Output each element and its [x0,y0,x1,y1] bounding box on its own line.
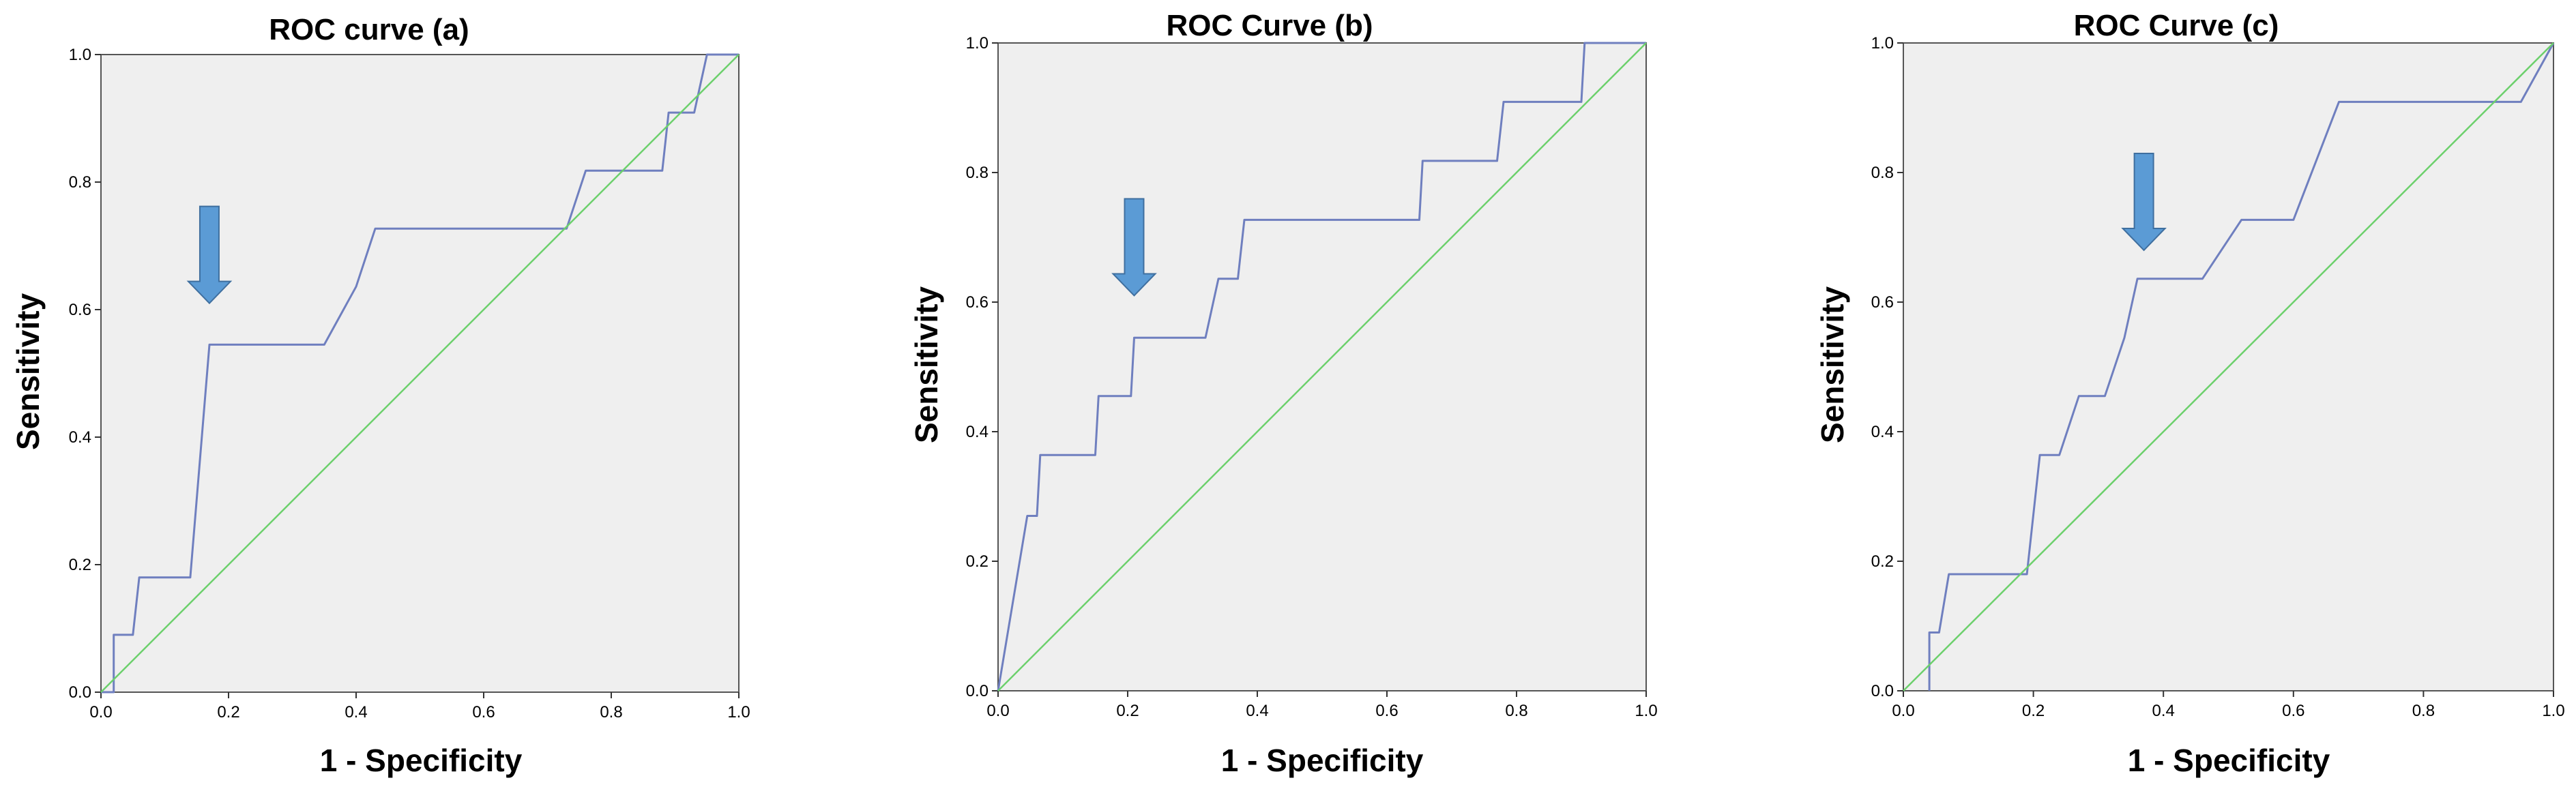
plot-area-c: 0.0 0.2 0.4 0.6 0.8 1.0 0.0 0.2 0.4 0.6 0.8 1.0 [1871,34,2565,720]
y-tick-label: 0.6 [1871,293,1894,312]
x-tick-label: 0.4 [2152,702,2175,720]
plot-area-a: 0.0 0.2 0.4 0.6 0.8 1.0 0.0 0.2 0.4 0.6 0.8 1.0 [69,46,750,721]
y-axis-label-b: Sensitivity [909,286,944,444]
y-tick-label: 0.8 [966,164,989,182]
x-tick-label: 0.2 [217,703,239,721]
reference-line [100,54,740,693]
y-axis-label-c: Sensitivity [1815,286,1850,444]
chart-title-b: ROC Curve (b) [1166,9,1373,42]
y-axis-label-a: Sensitivity [10,293,46,451]
y-tick-label: 0.4 [966,423,989,441]
roc-curve-line [1928,42,2555,691]
y-tick-label: 0.8 [69,173,91,192]
x-tick-label: 0.0 [986,702,1009,720]
annotation-arrow [186,205,233,305]
x-tick-label: 1.0 [2542,702,2564,720]
chart-panel-a: ROC curve (a) 1 - Specificity Sensitivit… [10,13,750,778]
x-tick-label: 1.0 [727,703,750,721]
annotation-arrow [2121,153,2167,252]
x-tick-label: 0.0 [1892,702,1914,720]
y-tick-label: 0.2 [966,552,989,571]
chart-panel-b: ROC Curve (b) 1 - Specificity Sensitivit… [909,9,1658,778]
x-tick-label: 0.8 [600,703,622,721]
x-tick-label: 0.4 [1246,702,1268,720]
chart-panel-c: ROC Curve (c) 1 - Specificity Sensitivit… [1815,9,2565,778]
y-tick-label: 0.8 [1871,164,1894,182]
y-tick-label: 1.0 [1871,34,1894,53]
y-tick-label: 0.0 [69,683,91,702]
chart-title-a: ROC curve (a) [269,13,469,46]
y-tick-label: 0.2 [69,556,91,574]
x-tick-label: 0.2 [1116,702,1139,720]
x-axis-label-b: 1 - Specificity [1221,743,1424,778]
roc-curve-line [997,42,1646,691]
x-tick-label: 0.2 [2022,702,2045,720]
x-tick-label: 0.6 [2282,702,2304,720]
x-tick-label: 0.4 [345,703,367,721]
x-tick-label: 0.6 [472,703,495,721]
x-axis-label-a: 1 - Specificity [320,743,523,778]
y-tick-label: 0.0 [966,682,989,700]
y-tick-label: 1.0 [69,46,91,64]
y-tick-label: 0.0 [1871,682,1894,700]
x-tick-label: 0.0 [89,703,112,721]
reference-line [1903,42,2554,691]
plot-area-b: 0.0 0.2 0.4 0.6 0.8 1.0 0.0 0.2 0.4 0.6 0.8 1.0 [966,34,1658,720]
x-tick-label: 1.0 [1635,702,1657,720]
y-tick-label: 0.6 [966,293,989,312]
y-tick-label: 0.4 [69,428,91,447]
x-tick-label: 0.8 [1505,702,1527,720]
annotation-arrow [1111,198,1157,297]
y-tick-label: 0.2 [1871,552,1894,571]
y-tick-label: 0.4 [1871,423,1894,441]
roc-curve-line [101,53,739,694]
chart-title-c: ROC Curve (c) [2074,9,2279,42]
x-axis-label-c: 1 - Specificity [2128,743,2330,778]
y-tick-label: 1.0 [966,34,989,53]
reference-line [997,42,1647,691]
y-tick-label: 0.6 [69,301,91,319]
x-tick-label: 0.8 [2412,702,2435,720]
x-tick-label: 0.6 [1375,702,1398,720]
